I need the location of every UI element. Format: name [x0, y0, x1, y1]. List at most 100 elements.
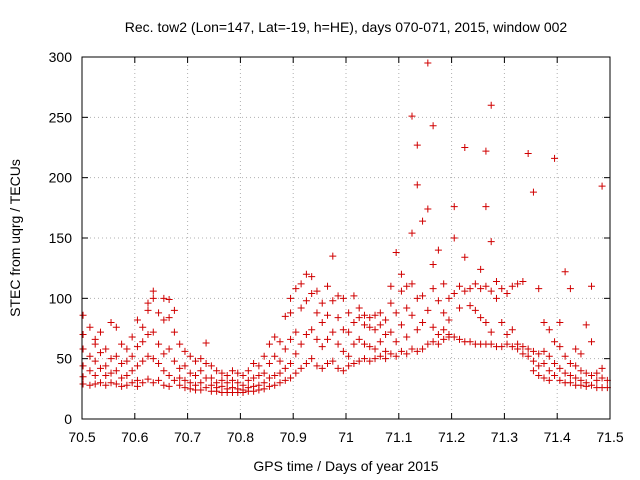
data-point: [160, 316, 168, 324]
data-point: [545, 352, 553, 360]
data-point: [186, 352, 194, 360]
data-point: [371, 311, 379, 319]
data-point: [155, 359, 163, 367]
data-point: [445, 294, 453, 302]
data-point: [345, 309, 353, 317]
x-tick-label: 71.1: [385, 429, 412, 445]
data-point: [434, 331, 442, 339]
data-point: [482, 147, 490, 155]
data-point: [450, 290, 458, 298]
y-tick-label: 50: [56, 351, 72, 367]
data-point: [582, 369, 590, 377]
data-point: [487, 238, 495, 246]
data-point: [535, 372, 543, 380]
data-point: [424, 340, 432, 348]
data-point: [545, 376, 553, 384]
data-point: [292, 369, 300, 377]
data-point: [577, 367, 585, 375]
data-point: [86, 352, 94, 360]
data-point: [123, 357, 131, 365]
data-point: [165, 296, 173, 304]
data-point: [514, 280, 522, 288]
data-point: [223, 372, 231, 380]
data-point: [218, 369, 226, 377]
data-point: [366, 343, 374, 351]
data-point: [360, 311, 368, 319]
data-point: [297, 340, 305, 348]
data-point: [170, 376, 178, 384]
data-point: [392, 309, 400, 317]
data-point: [456, 282, 464, 290]
data-point: [408, 112, 416, 120]
data-point: [339, 347, 347, 355]
data-point: [149, 379, 157, 387]
data-point: [566, 285, 574, 293]
data-point: [160, 367, 168, 375]
data-point: [155, 376, 163, 384]
data-point: [508, 326, 516, 334]
data-point: [487, 101, 495, 109]
data-point: [345, 352, 353, 360]
data-point: [545, 326, 553, 334]
data-point: [408, 280, 416, 288]
data-point: [96, 364, 104, 372]
data-point: [519, 350, 527, 358]
data-point: [144, 306, 152, 314]
data-point: [482, 282, 490, 290]
data-point: [350, 340, 358, 348]
data-point: [551, 359, 559, 367]
data-point: [429, 323, 437, 331]
data-point: [588, 282, 596, 290]
data-point: [408, 311, 416, 319]
data-point: [112, 367, 120, 375]
data-point: [334, 292, 342, 300]
data-point: [228, 367, 236, 375]
data-point: [397, 347, 405, 355]
data-point: [440, 309, 448, 317]
data-point: [561, 268, 569, 276]
data-point: [461, 253, 469, 261]
data-point: [403, 350, 411, 358]
data-point: [118, 359, 126, 367]
data-point: [397, 321, 405, 329]
data-point: [440, 326, 448, 334]
data-point: [566, 379, 574, 387]
data-point: [535, 362, 543, 370]
data-point: [265, 382, 273, 390]
data-point: [551, 372, 559, 380]
data-point: [540, 374, 548, 382]
data-point: [477, 314, 485, 322]
data-point: [366, 314, 374, 322]
data-point: [324, 311, 332, 319]
data-point: [202, 339, 210, 347]
data-point: [329, 328, 337, 336]
data-point: [450, 203, 458, 211]
data-point: [102, 381, 110, 389]
y-tick-label: 0: [64, 411, 72, 427]
data-point: [107, 355, 115, 363]
data-point: [471, 280, 479, 288]
data-point: [408, 345, 416, 353]
data-point: [524, 345, 532, 353]
data-point: [492, 277, 500, 285]
data-point: [202, 384, 210, 392]
data-point: [392, 248, 400, 256]
data-point: [276, 338, 284, 346]
data-point: [360, 321, 368, 329]
data-point: [133, 362, 141, 370]
data-point: [165, 382, 173, 390]
data-point: [112, 352, 120, 360]
data-point: [498, 318, 506, 326]
data-point: [91, 372, 99, 380]
data-point: [313, 362, 321, 370]
data-point: [593, 376, 601, 384]
data-point: [265, 340, 273, 348]
data-point: [250, 359, 258, 367]
data-point: [461, 287, 469, 295]
x-tick-label: 71.4: [544, 429, 571, 445]
data-point: [360, 340, 368, 348]
data-point: [588, 381, 596, 389]
data-point: [556, 318, 564, 326]
data-point: [149, 287, 157, 295]
data-point: [577, 381, 585, 389]
